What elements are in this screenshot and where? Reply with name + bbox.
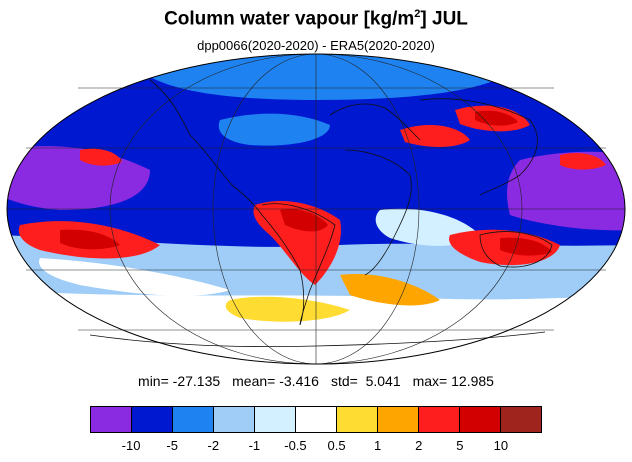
west-pacific-red <box>560 153 606 170</box>
east-asia-darkred <box>475 110 518 126</box>
north-pacific-east-purple <box>507 151 625 231</box>
colorbar-tick-label: 0.5 <box>327 438 346 453</box>
colorbar-tick-label: 10 <box>493 438 509 453</box>
colorbar-swatch <box>173 407 214 432</box>
coastline-africa <box>344 149 412 276</box>
arctic-blue <box>130 54 520 100</box>
colorbar-swatch <box>419 407 460 432</box>
coastline-asia <box>419 98 538 196</box>
colorbar-tick-label: 2 <box>415 438 423 453</box>
colorbar-swatch <box>214 407 255 432</box>
colorbar-swatch <box>296 407 337 432</box>
north-atlantic-blue <box>218 113 330 146</box>
coastline-australia <box>479 231 553 268</box>
colorbar-swatch <box>91 407 132 432</box>
title-superscript: 2 <box>414 8 421 20</box>
coastline-south-america-east <box>261 203 336 326</box>
coastline-americas <box>149 79 305 326</box>
colorbar-swatch <box>378 407 419 432</box>
north-atlantic-red <box>400 125 470 147</box>
title-suffix: ] JUL <box>420 8 468 30</box>
colorbar-tick-label: 1 <box>374 438 382 453</box>
colorbar-tick-label: 5 <box>456 438 464 453</box>
colorbar-tick-label: -5 <box>166 438 178 453</box>
map-border <box>6 53 626 365</box>
coastline-europe <box>329 103 421 141</box>
stat-mean: mean= -3.416 <box>232 373 319 389</box>
colorbar-tick-label: -0.5 <box>284 438 307 453</box>
stat-std: std= 5.041 <box>330 373 401 389</box>
pacific-light-streak <box>39 258 231 296</box>
colorbar-swatch <box>460 407 501 432</box>
tropical-pacific-darkred <box>60 229 120 250</box>
colorbar-tick-label: -2 <box>207 438 220 453</box>
colorbar-swatch <box>337 407 378 432</box>
coastlines <box>89 79 553 347</box>
stat-max: max= 12.985 <box>412 373 494 389</box>
north-pacific-red <box>80 148 122 166</box>
colorbar-swatch <box>132 407 173 432</box>
south-atlantic-yellow <box>225 296 350 322</box>
colorbar <box>90 406 542 433</box>
plot-subtitle: dpp0066(2020-2020) - ERA5(2020-2020) <box>197 38 435 53</box>
colorbar-tick-label: -1 <box>248 438 261 453</box>
statistics-line: min= -27.135 mean= -3.416 std= 5.041 max= 1… <box>0 373 632 389</box>
australia-darkred <box>500 237 552 256</box>
plot-title: Column water vapour [kg/m2] JUL <box>0 8 632 30</box>
colorbar-swatch <box>501 407 541 432</box>
colorbar-ticks: -10 -5 -2 -1 -0.5 0.5 1 2 5 10 <box>90 438 542 454</box>
colorbar-tick-label: -10 <box>121 438 141 453</box>
colorbar-swatch <box>255 407 296 432</box>
stat-min: min= -27.135 <box>138 373 221 389</box>
title-text: Column water vapour [kg/m <box>164 8 415 30</box>
south-indian-orange <box>340 274 440 306</box>
